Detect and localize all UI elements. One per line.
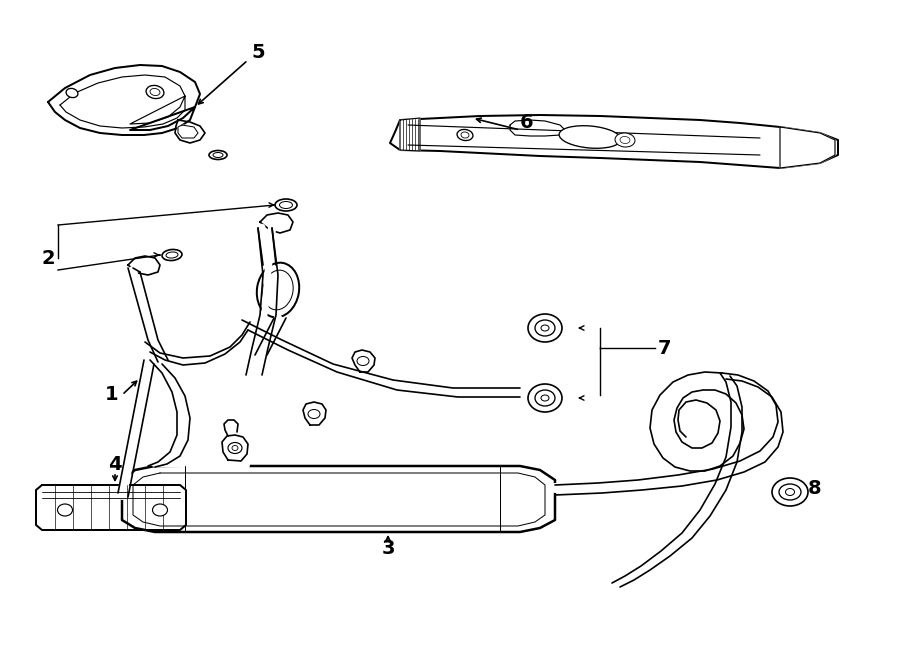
Polygon shape bbox=[36, 485, 186, 530]
Ellipse shape bbox=[461, 132, 469, 138]
Polygon shape bbox=[175, 120, 205, 143]
Ellipse shape bbox=[528, 314, 562, 342]
Ellipse shape bbox=[256, 262, 299, 317]
Text: 2: 2 bbox=[41, 249, 55, 268]
Text: 6: 6 bbox=[520, 112, 534, 132]
Ellipse shape bbox=[232, 446, 238, 451]
Ellipse shape bbox=[209, 151, 227, 159]
Ellipse shape bbox=[280, 202, 292, 208]
Polygon shape bbox=[222, 435, 248, 461]
Text: 5: 5 bbox=[251, 42, 265, 61]
Ellipse shape bbox=[213, 153, 223, 157]
Ellipse shape bbox=[528, 384, 562, 412]
Ellipse shape bbox=[541, 395, 549, 401]
Ellipse shape bbox=[615, 133, 635, 147]
Ellipse shape bbox=[275, 199, 297, 211]
Text: 4: 4 bbox=[108, 455, 122, 475]
Polygon shape bbox=[260, 213, 293, 233]
Polygon shape bbox=[178, 125, 198, 138]
Ellipse shape bbox=[559, 126, 621, 148]
Ellipse shape bbox=[772, 478, 808, 506]
Polygon shape bbox=[122, 466, 555, 532]
Polygon shape bbox=[390, 115, 838, 168]
Text: 7: 7 bbox=[658, 338, 671, 358]
Ellipse shape bbox=[162, 249, 182, 260]
Ellipse shape bbox=[146, 85, 164, 98]
Polygon shape bbox=[400, 118, 420, 151]
Text: 1: 1 bbox=[105, 385, 119, 405]
Ellipse shape bbox=[779, 484, 801, 500]
Text: 8: 8 bbox=[808, 479, 822, 498]
Ellipse shape bbox=[457, 130, 473, 141]
Polygon shape bbox=[303, 402, 326, 425]
Ellipse shape bbox=[535, 390, 555, 406]
Polygon shape bbox=[780, 127, 835, 168]
Polygon shape bbox=[510, 120, 565, 136]
Ellipse shape bbox=[66, 89, 78, 98]
Text: 3: 3 bbox=[382, 539, 395, 557]
Ellipse shape bbox=[228, 442, 242, 453]
Ellipse shape bbox=[535, 320, 555, 336]
Ellipse shape bbox=[308, 410, 320, 418]
Ellipse shape bbox=[357, 356, 369, 366]
Polygon shape bbox=[128, 256, 160, 275]
Ellipse shape bbox=[620, 136, 630, 143]
Ellipse shape bbox=[166, 252, 178, 258]
Ellipse shape bbox=[263, 270, 293, 310]
Ellipse shape bbox=[58, 504, 73, 516]
Ellipse shape bbox=[152, 504, 167, 516]
Ellipse shape bbox=[541, 325, 549, 331]
Ellipse shape bbox=[786, 488, 795, 496]
Polygon shape bbox=[48, 65, 200, 135]
Polygon shape bbox=[352, 350, 375, 372]
Ellipse shape bbox=[150, 89, 160, 96]
